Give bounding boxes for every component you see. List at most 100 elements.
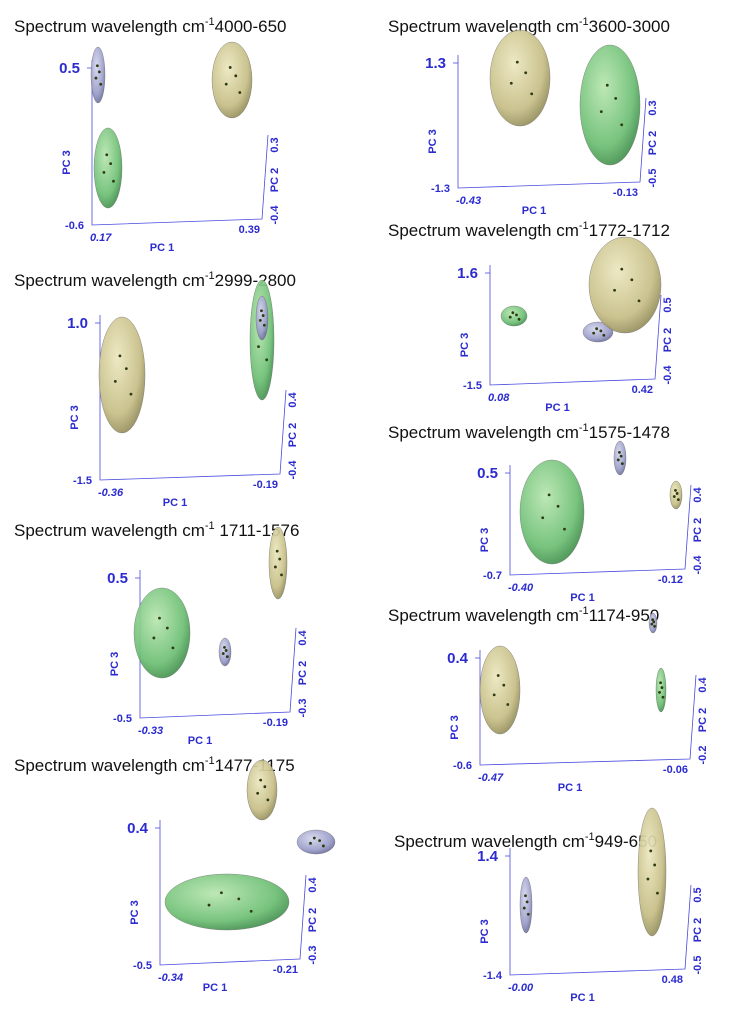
sample-point — [650, 622, 654, 626]
sample-point — [109, 162, 113, 166]
sample-point — [656, 891, 659, 895]
sample-point — [672, 495, 676, 498]
pc2-label: PC 2 — [287, 423, 299, 447]
title-sup: -1 — [579, 422, 589, 434]
pc1-label: PC 1 — [150, 242, 174, 254]
sample-point — [502, 683, 506, 687]
sample-point — [158, 616, 161, 620]
sample-point — [105, 153, 109, 157]
pc3-bottom: -0.6 — [453, 760, 472, 772]
cluster-ellipsoid — [218, 637, 232, 667]
title-prefix: Spectrum wavelength cm — [14, 521, 205, 540]
sample-point — [515, 313, 518, 317]
sample-point — [249, 909, 253, 913]
title-range: 4000-650 — [215, 17, 287, 36]
pc2-bottom: -0.4 — [662, 365, 674, 385]
title-sup: -1 — [579, 220, 589, 232]
pc2-top: 0.3 — [647, 100, 659, 115]
sample-point — [506, 703, 510, 706]
pc2-bottom: -0.4 — [287, 460, 299, 480]
cluster-ellipsoid — [255, 295, 269, 341]
sample-point — [517, 317, 521, 321]
sample-point — [275, 549, 279, 553]
pc3-bottom: -1.5 — [73, 475, 92, 487]
sample-point — [260, 309, 263, 313]
sample-point — [675, 492, 679, 495]
pc3-bottom: -0.7 — [483, 570, 502, 582]
pc1-right: 0.39 — [239, 224, 260, 236]
sample-point — [228, 66, 232, 69]
pc2-top: 0.4 — [692, 486, 704, 502]
sample-point — [322, 844, 325, 848]
pc2-top: 0.4 — [297, 629, 309, 645]
pc1-label: PC 1 — [163, 497, 187, 509]
pc2-top: 0.4 — [307, 876, 319, 892]
title-range: 2999-2800 — [215, 271, 296, 290]
sample-point — [547, 493, 551, 497]
cluster-ellipsoid — [479, 645, 521, 735]
title-range: 3600-3000 — [589, 17, 670, 36]
cluster-ellipsoid — [500, 305, 528, 327]
title-range: 1711-1576 — [215, 521, 300, 540]
cluster-ellipsoid — [655, 667, 667, 713]
sample-point — [261, 314, 265, 317]
pc2-bottom: -0.5 — [692, 956, 704, 975]
sample-point — [99, 82, 103, 86]
pc3-top: 1.0 — [67, 315, 88, 332]
sample-point — [526, 912, 530, 916]
sample-point — [94, 76, 98, 80]
pc1-left: -0.36 — [98, 487, 124, 499]
title-prefix: Spectrum wavelength cm — [14, 271, 205, 290]
sample-point — [220, 891, 223, 895]
pc3-top: 1.4 — [477, 848, 499, 865]
pc3-label: PC 3 — [479, 528, 491, 552]
sample-point — [599, 110, 603, 113]
sample-point — [563, 527, 566, 531]
panel-title: Spectrum wavelength cm-14000-650 — [14, 16, 287, 36]
pc1-left: 0.17 — [90, 232, 112, 244]
sample-point — [95, 64, 99, 68]
sample-point — [263, 785, 267, 789]
pc1-label: PC 1 — [558, 782, 582, 794]
title-prefix: Spectrum wavelength cm — [394, 832, 585, 851]
title-sup: -1 — [205, 16, 215, 28]
title-range: 1575-1478 — [589, 423, 670, 442]
sample-point — [652, 620, 656, 624]
title-sup: -1 — [205, 520, 215, 532]
cluster-ellipsoid — [98, 316, 146, 434]
pc3-label: PC 3 — [427, 129, 439, 153]
cluster-ellipsoid — [579, 44, 641, 166]
cluster-ellipsoid — [637, 807, 667, 937]
pc2-label: PC 2 — [662, 328, 674, 352]
sample-point — [661, 695, 665, 699]
pc2-top: 0.5 — [662, 297, 674, 312]
pc1-label: PC 1 — [188, 735, 212, 747]
pc1-label: PC 1 — [570, 992, 594, 1004]
sample-point — [259, 778, 263, 782]
sample-point — [511, 311, 515, 315]
cluster-ellipsoid — [519, 876, 533, 934]
cluster-ellipsoid — [164, 873, 290, 931]
pc2-bottom: -0.5 — [647, 169, 659, 188]
sample-point — [225, 655, 229, 659]
pc2-bottom: -0.4 — [269, 205, 281, 225]
sample-point — [620, 123, 624, 127]
pc3-label: PC 3 — [129, 900, 141, 924]
sample-point — [525, 900, 529, 904]
title-prefix: Spectrum wavelength cm — [388, 606, 579, 625]
pc3-bottom: -1.5 — [463, 380, 482, 392]
pca-panel: Spectrum wavelength cm-11772-1712 1.6 -1.5… — [388, 220, 674, 414]
pc2-bottom: -0.2 — [697, 746, 709, 765]
pc3-label: PC 3 — [69, 405, 81, 429]
pc3-bottom: -0.5 — [133, 960, 152, 972]
pc1-right: -0.21 — [273, 964, 298, 976]
sample-point — [614, 97, 618, 100]
sample-point — [258, 319, 262, 322]
sample-point — [224, 649, 228, 652]
cluster-ellipsoid — [90, 46, 106, 104]
pc3-bottom: -0.5 — [113, 713, 132, 725]
sample-point — [524, 71, 528, 75]
sample-point — [541, 516, 545, 520]
pc2-bottom: -0.4 — [692, 555, 704, 575]
